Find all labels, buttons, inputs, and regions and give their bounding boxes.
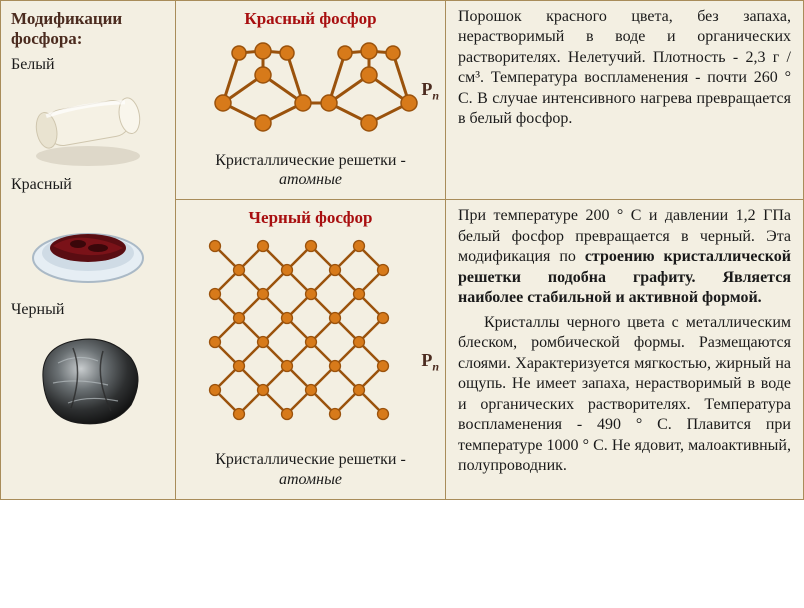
row-black: Черный фосфор Pn Кристаллические решетки… <box>176 200 803 498</box>
red-structure-diagram <box>182 35 439 145</box>
black-desc-p1: При температуре 200 ° С и давлении 1,2 Г… <box>458 206 791 308</box>
white-image <box>11 78 165 168</box>
black-title: Черный фосфор <box>182 208 439 228</box>
red-caption-prefix: Кристаллические решетки - <box>215 152 406 169</box>
white-label: Белый <box>11 56 165 74</box>
right-area: Красный фосфор Pn <box>176 1 803 499</box>
black-caption: Кристаллические решетки - атомные <box>182 450 439 488</box>
red-caption-italic: атомные <box>279 171 342 188</box>
black-description: При температуре 200 ° С и давлении 1,2 Г… <box>446 200 803 498</box>
red-title: Красный фосфор <box>182 9 439 29</box>
black-structure-diagram <box>182 234 439 444</box>
red-formula-base: P <box>421 79 432 99</box>
black-image <box>11 323 165 433</box>
black-desc-p2: Кристаллы черного цвета с металлическим … <box>458 313 791 477</box>
black-block: Черный <box>11 301 165 433</box>
left-header: Модификации фосфора: <box>11 9 165 48</box>
red-formula-sub: n <box>432 89 439 103</box>
red-structure-cell: Красный фосфор Pn <box>176 1 446 199</box>
red-caption: Кристаллические решетки - атомные <box>182 151 439 189</box>
red-formula: Pn <box>421 79 439 104</box>
black-formula-base: P <box>421 350 432 370</box>
black-formula: Pn <box>421 350 439 375</box>
red-label: Красный <box>11 176 165 194</box>
red-image <box>11 198 165 293</box>
red-desc-text: Порошок красного цвета, без запаха, нера… <box>458 7 791 130</box>
black-caption-prefix: Кристаллические решетки - <box>215 451 406 468</box>
red-block: Красный <box>11 176 165 293</box>
row-red: Красный фосфор Pn <box>176 1 803 200</box>
white-block: Белый <box>11 56 165 168</box>
black-label: Черный <box>11 301 165 319</box>
black-caption-italic: атомные <box>279 471 342 488</box>
phosphorus-table: Модификации фосфора: Белый Красный <box>0 0 804 500</box>
left-column: Модификации фосфора: Белый Красный <box>1 1 176 499</box>
black-formula-sub: n <box>432 360 439 374</box>
black-structure-cell: Черный фосфор Pn Кристаллические решетки… <box>176 200 446 498</box>
red-description: Порошок красного цвета, без запаха, нера… <box>446 1 803 199</box>
